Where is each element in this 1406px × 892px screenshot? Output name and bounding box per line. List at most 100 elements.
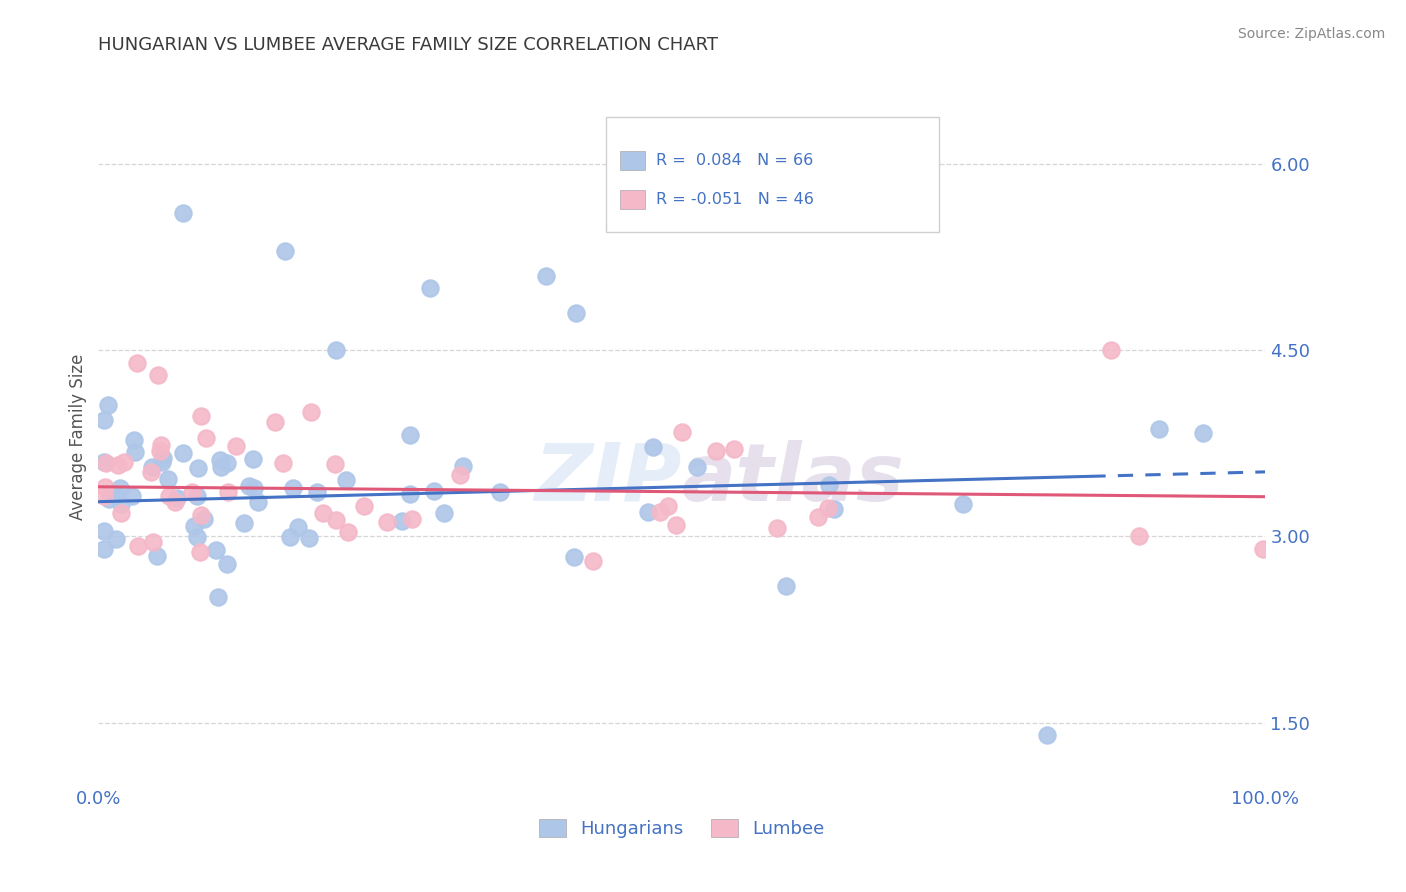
Point [121, 489, 143, 503]
Point [422, 483, 444, 498]
Point [823, 502, 845, 516]
Point [225, 438, 247, 452]
Point [704, 444, 727, 458]
Point [353, 499, 375, 513]
Point [217, 485, 239, 500]
Point [93, 489, 115, 503]
Point [1149, 422, 1171, 436]
Point [818, 478, 841, 492]
Point [536, 268, 558, 283]
Point [186, 530, 208, 544]
Point [105, 489, 128, 503]
Point [149, 438, 172, 452]
Point [110, 507, 132, 521]
Point [1251, 541, 1274, 556]
Point [108, 481, 131, 495]
Point [141, 466, 163, 480]
Point [97, 492, 120, 507]
Point [141, 459, 163, 474]
Point [1192, 425, 1215, 440]
Point [125, 355, 148, 369]
Point [643, 440, 665, 454]
Point [157, 489, 180, 503]
Point [335, 473, 357, 487]
Point [238, 479, 260, 493]
Point [205, 542, 228, 557]
Point [146, 368, 169, 382]
Point [124, 444, 146, 458]
Point [419, 281, 441, 295]
Point [399, 486, 422, 500]
Point [195, 431, 218, 445]
Point [207, 590, 229, 604]
Point [325, 512, 347, 526]
Point [112, 455, 135, 469]
Point [172, 446, 194, 460]
Point [399, 428, 422, 442]
Point [209, 452, 232, 467]
Point [582, 554, 605, 568]
Point [283, 482, 305, 496]
Y-axis label: Average Family Size: Average Family Size [69, 354, 87, 520]
Point [104, 532, 127, 546]
Text: ZIP: ZIP [534, 440, 682, 518]
Point [671, 425, 693, 439]
Point [287, 520, 309, 534]
Point [449, 468, 471, 483]
Point [93, 413, 115, 427]
Point [807, 509, 830, 524]
Point [193, 512, 215, 526]
Point [271, 456, 294, 470]
Point [274, 244, 297, 258]
Point [217, 557, 239, 571]
Point [122, 433, 145, 447]
Point [391, 515, 413, 529]
Point [186, 489, 208, 503]
Point [93, 542, 115, 557]
Point [775, 579, 797, 593]
Text: HUNGARIAN VS LUMBEE AVERAGE FAMILY SIZE CORRELATION CHART: HUNGARIAN VS LUMBEE AVERAGE FAMILY SIZE … [98, 36, 718, 54]
Point [93, 524, 115, 538]
Point [172, 206, 194, 220]
Point [93, 480, 115, 494]
Point [233, 516, 256, 530]
Point [190, 409, 212, 423]
Point [188, 545, 211, 559]
Point [146, 549, 169, 563]
Point [242, 481, 264, 495]
Point [107, 458, 129, 472]
Point [952, 497, 974, 511]
Point [246, 494, 269, 508]
Text: Source: ZipAtlas.com: Source: ZipAtlas.com [1237, 27, 1385, 41]
Point [657, 499, 679, 513]
Point [565, 306, 588, 320]
Point [325, 343, 347, 357]
Text: R =  0.084   N = 66: R = 0.084 N = 66 [657, 153, 814, 169]
Text: atlas: atlas [682, 440, 904, 518]
Point [765, 521, 787, 535]
Point [163, 495, 186, 509]
Point [686, 459, 709, 474]
Legend: Hungarians, Lumbee: Hungarians, Lumbee [531, 812, 832, 846]
Point [323, 457, 346, 471]
Point [637, 505, 659, 519]
Point [562, 550, 585, 565]
Text: R = -0.051   N = 46: R = -0.051 N = 46 [657, 192, 814, 207]
Point [488, 485, 510, 500]
Point [648, 506, 671, 520]
FancyBboxPatch shape [606, 117, 939, 232]
Point [142, 534, 165, 549]
Point [1035, 728, 1057, 742]
Point [401, 512, 423, 526]
Point [1099, 343, 1122, 357]
Point [183, 518, 205, 533]
Point [305, 485, 328, 500]
Point [152, 451, 174, 466]
Bar [620, 190, 644, 210]
Point [215, 457, 238, 471]
Point [180, 484, 202, 499]
Point [665, 518, 688, 533]
Point [1128, 529, 1150, 543]
Point [312, 506, 335, 520]
Point [280, 530, 302, 544]
